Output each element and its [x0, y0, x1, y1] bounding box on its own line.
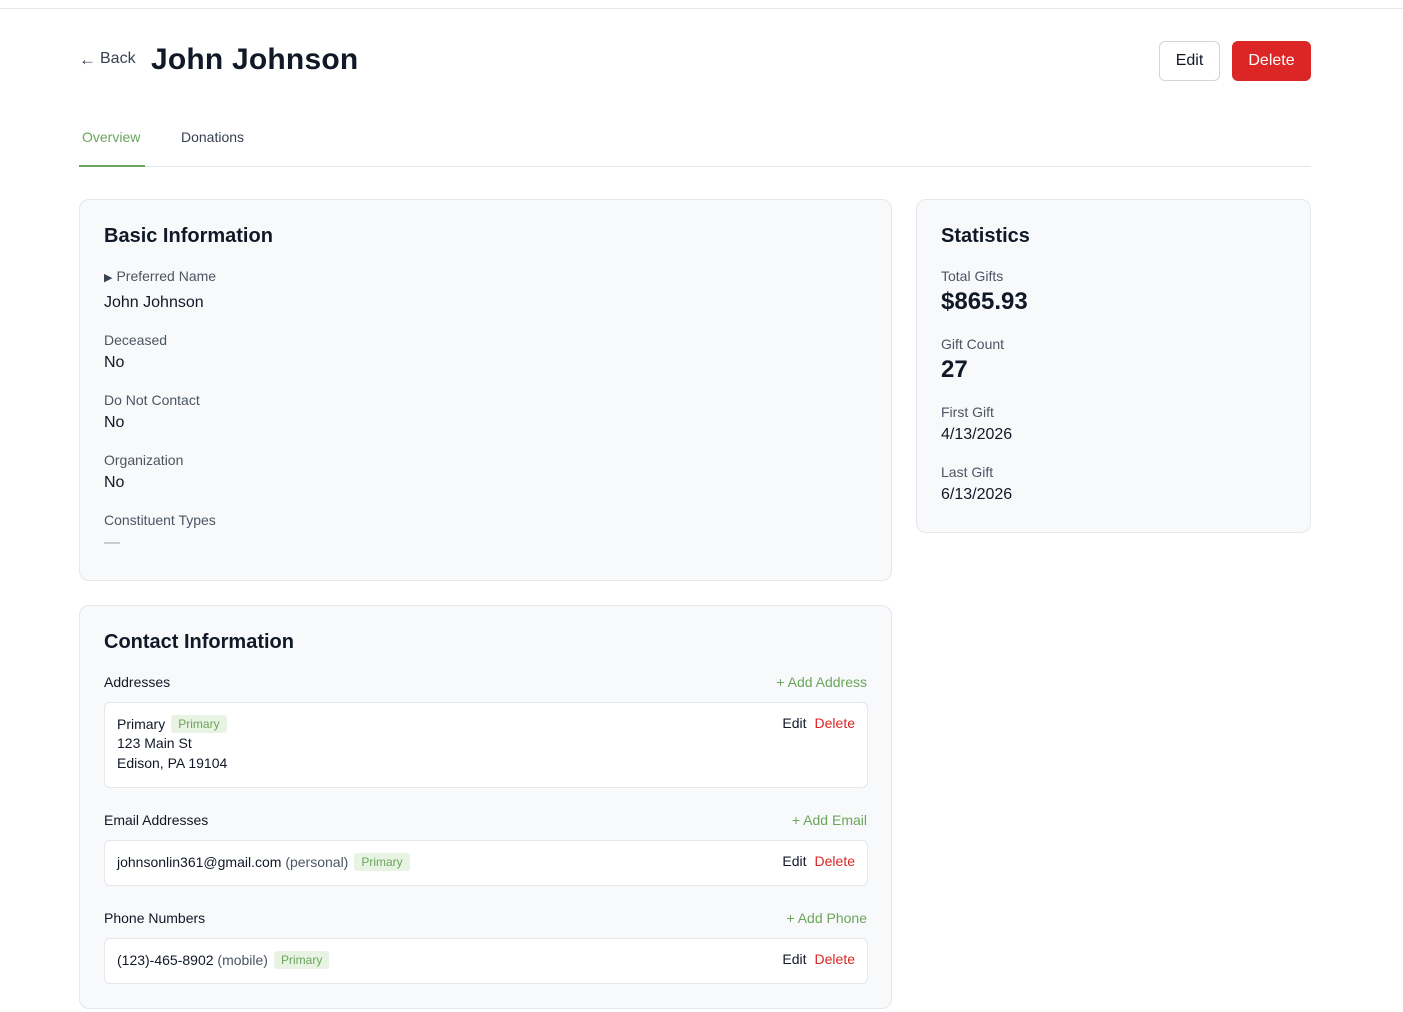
tab-overview[interactable]: Overview [82, 129, 140, 145]
email-kind: (personal) [285, 854, 349, 870]
tab-overview-label: Overview [82, 129, 141, 145]
page-header: ← Back John Johnson Edit Delete [79, 41, 1311, 81]
preferred-name-value: John Johnson [104, 294, 204, 311]
address-type: Primary Primary [117, 715, 227, 733]
email-item: johnsonlin361@gmail.com (personal) Primar… [104, 840, 868, 886]
statistics-title: Statistics [941, 225, 1030, 247]
tab-bar: Overview Donations [79, 120, 1311, 167]
total-gifts-value: $865.93 [941, 288, 1028, 315]
delete-button[interactable]: Delete [1232, 41, 1311, 81]
first-gift-value: 4/13/2026 [941, 426, 1013, 443]
address-item: Primary Primary 123 Main St Edison, PA 19… [104, 702, 868, 788]
contact-information-card: Contact Information Addresses + Add Addr… [79, 605, 892, 1009]
constituent-types-value: — [104, 534, 120, 551]
address-actions: Edit Delete [782, 715, 855, 731]
primary-badge: Primary [354, 853, 410, 871]
deceased-label: Deceased [104, 332, 168, 348]
email-addresses-label: Email Addresses [104, 812, 209, 828]
contact-information-title: Contact Information [104, 631, 294, 653]
delete-phone-button[interactable]: Delete [814, 951, 855, 967]
edit-button[interactable]: Edit [1159, 41, 1220, 81]
phone-entry: (123)-465-8902 (mobile) Primary [117, 951, 330, 969]
delete-address-button[interactable]: Delete [814, 715, 855, 731]
phone-kind: (mobile) [217, 952, 268, 968]
top-divider [0, 8, 1403, 9]
organization-value: No [104, 474, 125, 491]
constituent-types-label: Constituent Types [104, 512, 216, 528]
tab-donations-label: Donations [181, 129, 245, 145]
basic-information-title: Basic Information [104, 225, 273, 247]
basic-information-card: Basic Information ▶ Preferred Name John J… [79, 199, 892, 581]
phone-item: (123)-465-8902 (mobile) Primary Edit Dele… [104, 938, 868, 984]
email-actions: Edit Delete [782, 853, 855, 869]
do-not-contact-value: No [104, 414, 125, 431]
total-gifts-label: Total Gifts [941, 268, 1004, 284]
back-label: Back [100, 50, 136, 67]
preferred-name-label: Preferred Name [116, 268, 217, 284]
email-value: johnsonlin361@gmail.com [117, 854, 282, 870]
page-title: John Johnson [151, 43, 359, 76]
addresses-label: Addresses [104, 674, 171, 690]
add-email-button[interactable]: + Add Email [791, 812, 867, 828]
add-address-button[interactable]: + Add Address [776, 674, 867, 690]
arrow-left-icon: ← [79, 49, 96, 69]
tab-donations[interactable]: Donations [181, 129, 244, 145]
edit-email-button[interactable]: Edit [782, 853, 807, 869]
edit-phone-button[interactable]: Edit [782, 951, 807, 967]
delete-email-button[interactable]: Delete [814, 853, 855, 869]
deceased-value: No [104, 354, 125, 371]
address-type-label: Primary [117, 716, 166, 732]
primary-badge: Primary [273, 951, 330, 969]
first-gift-label: First Gift [941, 404, 994, 420]
add-phone-button[interactable]: + Add Phone [786, 910, 867, 926]
triangle-right-icon: ▶ [104, 272, 113, 284]
address-line-1: 123 Main St [117, 735, 192, 751]
back-link[interactable]: ← Back [79, 50, 136, 68]
last-gift-label: Last Gift [941, 464, 994, 480]
last-gift-value: 6/13/2026 [941, 486, 1013, 503]
gift-count-value: 27 [941, 356, 968, 383]
do-not-contact-label: Do Not Contact [104, 392, 200, 408]
phone-value: (123)-465-8902 [117, 952, 214, 968]
preferred-name-toggle[interactable]: ▶ Preferred Name [104, 268, 216, 284]
phone-numbers-label: Phone Numbers [104, 910, 206, 926]
edit-address-button[interactable]: Edit [782, 715, 807, 731]
organization-label: Organization [104, 452, 184, 468]
email-entry: johnsonlin361@gmail.com (personal) Primar… [117, 853, 410, 871]
active-tab-indicator [79, 165, 145, 167]
statistics-card: Statistics Total Gifts $865.93 Gift Coun… [916, 199, 1311, 533]
gift-count-label: Gift Count [941, 336, 1005, 352]
primary-badge: Primary [171, 715, 227, 733]
address-line-2: Edison, PA 19104 [117, 755, 228, 771]
phone-actions: Edit Delete [782, 951, 855, 967]
